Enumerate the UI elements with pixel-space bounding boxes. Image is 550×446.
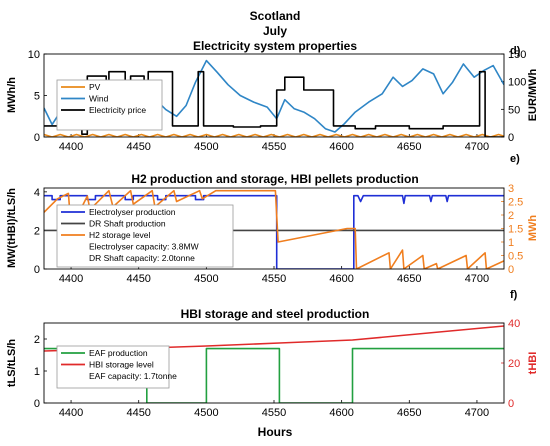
legend-entry: Wind [89, 94, 109, 104]
y-tick-label: 2 [34, 225, 40, 237]
panel-title: H2 production and storage, HBI pellets p… [131, 172, 418, 186]
y-tick-label: 0 [34, 264, 40, 276]
legend: Electrolyser production DR Shaft producti… [56, 204, 234, 268]
legend-entry: EAF production [89, 348, 148, 358]
x-tick-label: 4550 [262, 273, 286, 285]
panel-letter: f) [510, 289, 518, 301]
x-tick-label: 4550 [262, 141, 286, 153]
x-tick-label: 4650 [397, 407, 421, 419]
legend-entry: Electrolyser production [89, 207, 176, 217]
y-tick-label: 1 [34, 366, 40, 378]
series-line-h2-storage-level [44, 189, 504, 269]
y-axis-label: tLS/tLS/h [6, 339, 18, 388]
y-right-tick-label: 2.5 [508, 197, 523, 209]
x-tick-label: 4500 [194, 141, 218, 153]
x-tick-label: 4600 [329, 141, 353, 153]
x-tick-label: 4700 [465, 273, 489, 285]
x-axis-label: Hours [258, 425, 293, 439]
x-tick-label: 4600 [329, 273, 353, 285]
y-right-tick-label: 100 [508, 77, 526, 89]
figure-month-title: July [263, 24, 287, 38]
y-axis-right-label: tHBI [527, 352, 539, 375]
x-tick-label: 4400 [59, 141, 83, 153]
panel-title: HBI storage and steel production [181, 307, 370, 321]
y-right-tick-label: 0 [508, 132, 514, 144]
plot-frame [43, 187, 505, 270]
x-tick-label: 4550 [262, 407, 286, 419]
x-tick-label: 4650 [397, 273, 421, 285]
legend-entry: Electricity price [89, 105, 146, 115]
x-tick-label: 4700 [465, 141, 489, 153]
legend-box [56, 79, 163, 131]
x-tick-label: 4500 [194, 273, 218, 285]
legend-entry: H2 storage level [89, 230, 151, 240]
y-axis-label: MWh/h [6, 77, 18, 113]
y-tick-label: 10 [28, 49, 40, 61]
legend-entry: PV [89, 82, 101, 92]
plot-frame [43, 322, 505, 404]
legend-entry: HBI storage level [89, 360, 154, 370]
y-right-tick-label: 3 [508, 183, 514, 195]
y-right-tick-label: 1.5 [508, 224, 523, 236]
x-tick-label: 4400 [59, 407, 83, 419]
y-tick-label: 5 [34, 91, 40, 103]
y-right-tick-label: 20 [508, 358, 520, 370]
y-tick-label: 0 [34, 132, 40, 144]
y-right-tick-label: 50 [508, 104, 520, 116]
x-tick-label: 4650 [397, 141, 421, 153]
legend-annotation: EAF capacity: 1.7tonne [89, 371, 177, 381]
y-tick-label: 0 [34, 398, 40, 410]
panel-1: Electricity system properties d) MWh/h EUR/… [6, 39, 539, 153]
y-axis-right-label: EUR/MWh [527, 68, 539, 121]
legend-annotation: DR Shaft capacity: 2.0tonne [89, 253, 195, 263]
y-right-tick-label: 0.5 [508, 251, 523, 263]
legend-box [56, 204, 234, 268]
y-right-tick-label: 1 [508, 237, 514, 249]
series-line-electrolyser-production [44, 194, 504, 269]
x-tick-label: 4450 [126, 141, 150, 153]
y-right-tick-label: 2 [508, 210, 514, 222]
x-tick-label: 4700 [465, 407, 489, 419]
panel-letter: d) [510, 45, 521, 57]
x-tick-label: 4600 [329, 407, 353, 419]
panels: Electricity system properties d) MWh/h EUR/… [6, 39, 539, 419]
y-tick-label: 4 [34, 187, 40, 199]
panel-letter: e) [510, 153, 520, 165]
series-line-pv [44, 133, 504, 137]
legend-annotation: Electrolyser capacity: 3.8MW [89, 242, 199, 252]
y-axis-right-label: MWh [527, 215, 539, 242]
figure-region-title: Scotland [250, 9, 301, 23]
x-tick-label: 4450 [126, 273, 150, 285]
x-tick-label: 4400 [59, 273, 83, 285]
panel-3: HBI storage and steel production f) tLS/tL… [6, 289, 539, 419]
y-tick-label: 2 [34, 334, 40, 346]
y-right-tick-label: 150 [508, 49, 526, 61]
legend-entry: DR Shaft production [89, 219, 166, 229]
y-right-tick-label: 40 [508, 318, 520, 330]
x-tick-label: 4450 [126, 407, 150, 419]
y-axis-label: MW(tHBI)/tLS/h [6, 188, 18, 268]
y-right-tick-label: 0 [508, 264, 514, 276]
x-tick-label: 4500 [194, 407, 218, 419]
plot-frame [43, 53, 505, 138]
panel-title: Electricity system properties [193, 39, 357, 53]
y-right-tick-label: 0 [508, 398, 514, 410]
panel-2: H2 production and storage, HBI pellets p… [6, 153, 539, 285]
